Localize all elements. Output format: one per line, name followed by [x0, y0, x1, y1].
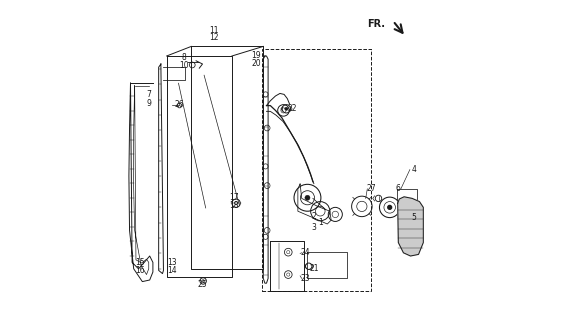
- Text: 18: 18: [229, 201, 238, 210]
- Text: 17: 17: [229, 193, 238, 202]
- Text: 22: 22: [288, 104, 297, 113]
- Text: 7: 7: [146, 90, 151, 99]
- Text: FR.: FR.: [367, 19, 385, 29]
- Circle shape: [285, 107, 288, 110]
- Text: 19: 19: [251, 52, 261, 60]
- Bar: [262, 49, 371, 291]
- Text: 6: 6: [396, 184, 401, 193]
- Text: 16: 16: [135, 266, 145, 275]
- Text: 27: 27: [367, 184, 376, 193]
- Text: 14: 14: [167, 266, 177, 275]
- Text: 8: 8: [181, 53, 186, 62]
- Polygon shape: [398, 197, 423, 256]
- Text: 20: 20: [251, 59, 261, 68]
- Text: 12: 12: [209, 33, 219, 42]
- Circle shape: [305, 195, 310, 200]
- Text: 1: 1: [318, 218, 323, 227]
- Text: 10: 10: [179, 61, 189, 70]
- Text: 23: 23: [300, 274, 310, 283]
- Text: 4: 4: [411, 165, 416, 174]
- Text: 25: 25: [197, 280, 207, 289]
- Text: 24: 24: [300, 248, 310, 257]
- Text: 11: 11: [209, 26, 219, 35]
- Text: 26: 26: [175, 100, 184, 109]
- Text: 3: 3: [311, 223, 316, 232]
- Text: 21: 21: [309, 264, 319, 273]
- Text: 15: 15: [135, 258, 145, 267]
- Text: 9: 9: [146, 100, 151, 108]
- Text: 13: 13: [167, 258, 177, 267]
- Circle shape: [388, 205, 392, 209]
- Text: 2: 2: [311, 212, 316, 221]
- Text: 5: 5: [411, 213, 416, 222]
